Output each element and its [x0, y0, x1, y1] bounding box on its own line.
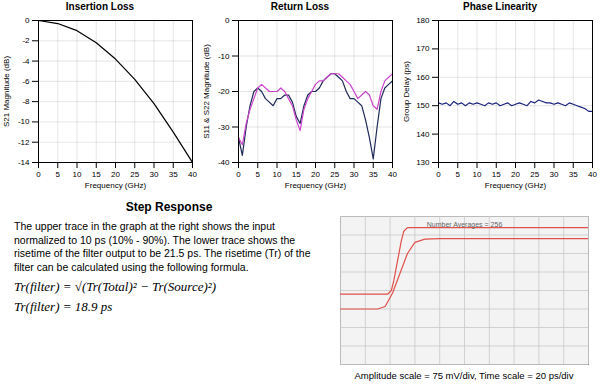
html-text:Return Loss: Return Loss — [270, 1, 330, 12]
svg-text:15: 15 — [292, 170, 301, 179]
svg-text:10: 10 — [273, 170, 282, 179]
svg-text:0: 0 — [225, 16, 230, 25]
svg-text:-8: -8 — [22, 97, 30, 106]
svg-text:0: 0 — [25, 16, 30, 25]
svg-text:Frequency (GHz): Frequency (GHz) — [85, 181, 147, 190]
svg-text:20: 20 — [111, 170, 120, 179]
svg-text:Group Delay (ps): Group Delay (ps) — [402, 61, 411, 122]
html-text:Phase Linearity: Phase Linearity — [463, 1, 537, 12]
svg-text:-2: -2 — [22, 36, 30, 45]
svg-text:-20: -20 — [218, 87, 230, 96]
svg-text:180: 180 — [416, 16, 430, 25]
svg-text:30: 30 — [350, 170, 359, 179]
html-text:Step Response: Step Response — [125, 200, 213, 214]
svg-text:S11 & S22 Magnitude (dB): S11 & S22 Magnitude (dB) — [202, 44, 211, 139]
svg-text:40: 40 — [388, 170, 397, 179]
svg-text:0: 0 — [236, 170, 241, 179]
svg-text:-30: -30 — [218, 123, 230, 132]
svg-text:20: 20 — [511, 170, 520, 179]
svg-text:Frequency (GHz): Frequency (GHz) — [485, 181, 547, 190]
svg-text:5: 5 — [256, 170, 261, 179]
svg-text:15: 15 — [92, 170, 101, 179]
svg-text:150: 150 — [416, 101, 430, 110]
svg-text:30: 30 — [550, 170, 559, 179]
svg-text:15: 15 — [492, 170, 501, 179]
svg-text:-10: -10 — [218, 52, 230, 61]
svg-text:25: 25 — [330, 170, 339, 179]
svg-text:S21 Magnitude (dB): S21 Magnitude (dB) — [2, 56, 11, 127]
svg-text:170: 170 — [416, 44, 430, 53]
svg-text:-12: -12 — [18, 138, 30, 147]
svg-text:40: 40 — [588, 170, 597, 179]
svg-text:30: 30 — [150, 170, 159, 179]
svg-text:160: 160 — [416, 73, 430, 82]
svg-text:130: 130 — [416, 158, 430, 167]
svg-text:40: 40 — [188, 170, 197, 179]
html-text:The upper trace in the graph a: The upper trace in the graph at the righ… — [14, 220, 311, 273]
html-text:Tr(filter) = 18.9 ps: Tr(filter) = 18.9 ps — [14, 298, 113, 314]
svg-text:10: 10 — [473, 170, 482, 179]
svg-text:0: 0 — [436, 170, 441, 179]
svg-text:0: 0 — [36, 170, 41, 179]
svg-text:140: 140 — [416, 130, 430, 139]
svg-text:25: 25 — [530, 170, 539, 179]
html-text:Insertion Loss: Insertion Loss — [65, 1, 135, 12]
svg-text:5: 5 — [456, 170, 461, 179]
svg-text:10: 10 — [73, 170, 82, 179]
svg-text:-6: -6 — [22, 77, 30, 86]
svg-text:-40: -40 — [218, 158, 230, 167]
svg-text:-4: -4 — [22, 57, 30, 66]
svg-text:35: 35 — [569, 170, 578, 179]
svg-text:35: 35 — [369, 170, 378, 179]
html-text:Tr(filter) = √(Tr(Total)² − Tr: Tr(filter) = √(Tr(Total)² − Tr(Source)²) — [14, 278, 216, 294]
html-text:Amplitude scale = 75 mV/div, T: Amplitude scale = 75 mV/div, Time scale … — [354, 370, 574, 381]
svg-text:-14: -14 — [18, 158, 30, 167]
svg-text:Frequency (GHz): Frequency (GHz) — [285, 181, 347, 190]
svg-text:-10: -10 — [18, 117, 30, 126]
svg-text:25: 25 — [130, 170, 139, 179]
svg-text:Number Averages = 256: Number Averages = 256 — [427, 221, 503, 229]
svg-text:20: 20 — [311, 170, 320, 179]
svg-text:35: 35 — [169, 170, 178, 179]
svg-text:5: 5 — [56, 170, 61, 179]
